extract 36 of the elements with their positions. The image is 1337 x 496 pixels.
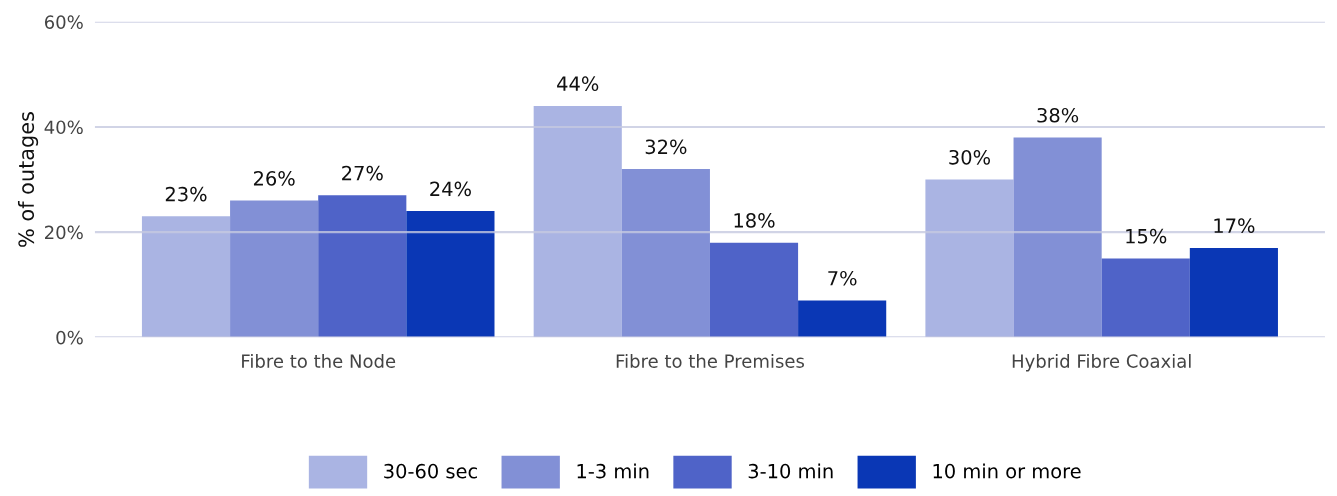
bar — [406, 211, 495, 338]
data-label: 7% — [828, 270, 857, 286]
bar — [230, 200, 319, 338]
data-label: 24% — [430, 181, 471, 197]
data-label: 27% — [342, 165, 383, 181]
y-tick-label: 0% — [56, 330, 83, 345]
bar — [1013, 137, 1102, 338]
y-tick-label: 20% — [45, 225, 83, 240]
bar — [709, 242, 799, 338]
y-tick-label: 60% — [44, 15, 83, 29]
legend-label: 10 min or more — [933, 463, 1081, 479]
data-label: 44% — [557, 76, 599, 92]
bar — [318, 195, 407, 338]
y-axis-title: % of outages — [17, 112, 39, 247]
legend-label: 3-10 min — [748, 463, 833, 479]
x-tick-label: Fibre to the Premises — [616, 353, 805, 368]
bar — [141, 216, 231, 338]
x-tick-label: Fibre to the Node — [242, 353, 396, 368]
legend-label: 30-60 sec — [384, 463, 477, 479]
data-label: 15% — [1126, 228, 1167, 244]
bar — [1189, 247, 1278, 338]
y-tick-label: 40% — [44, 120, 83, 135]
legend-label: 1-3 min — [577, 463, 649, 479]
bar — [798, 300, 887, 338]
bar — [533, 105, 622, 338]
data-label: 18% — [734, 213, 775, 228]
x-tick-label: Hybrid Fibre Coaxial — [1012, 353, 1191, 372]
data-label: 23% — [165, 186, 207, 202]
data-label: 26% — [253, 171, 295, 186]
data-label: 17% — [1214, 218, 1255, 234]
data-label: 30% — [949, 149, 991, 165]
bar — [925, 179, 1014, 338]
data-label: 32% — [645, 139, 687, 155]
bar — [621, 169, 710, 338]
data-label: 38% — [1037, 107, 1079, 123]
bar — [1101, 258, 1190, 338]
